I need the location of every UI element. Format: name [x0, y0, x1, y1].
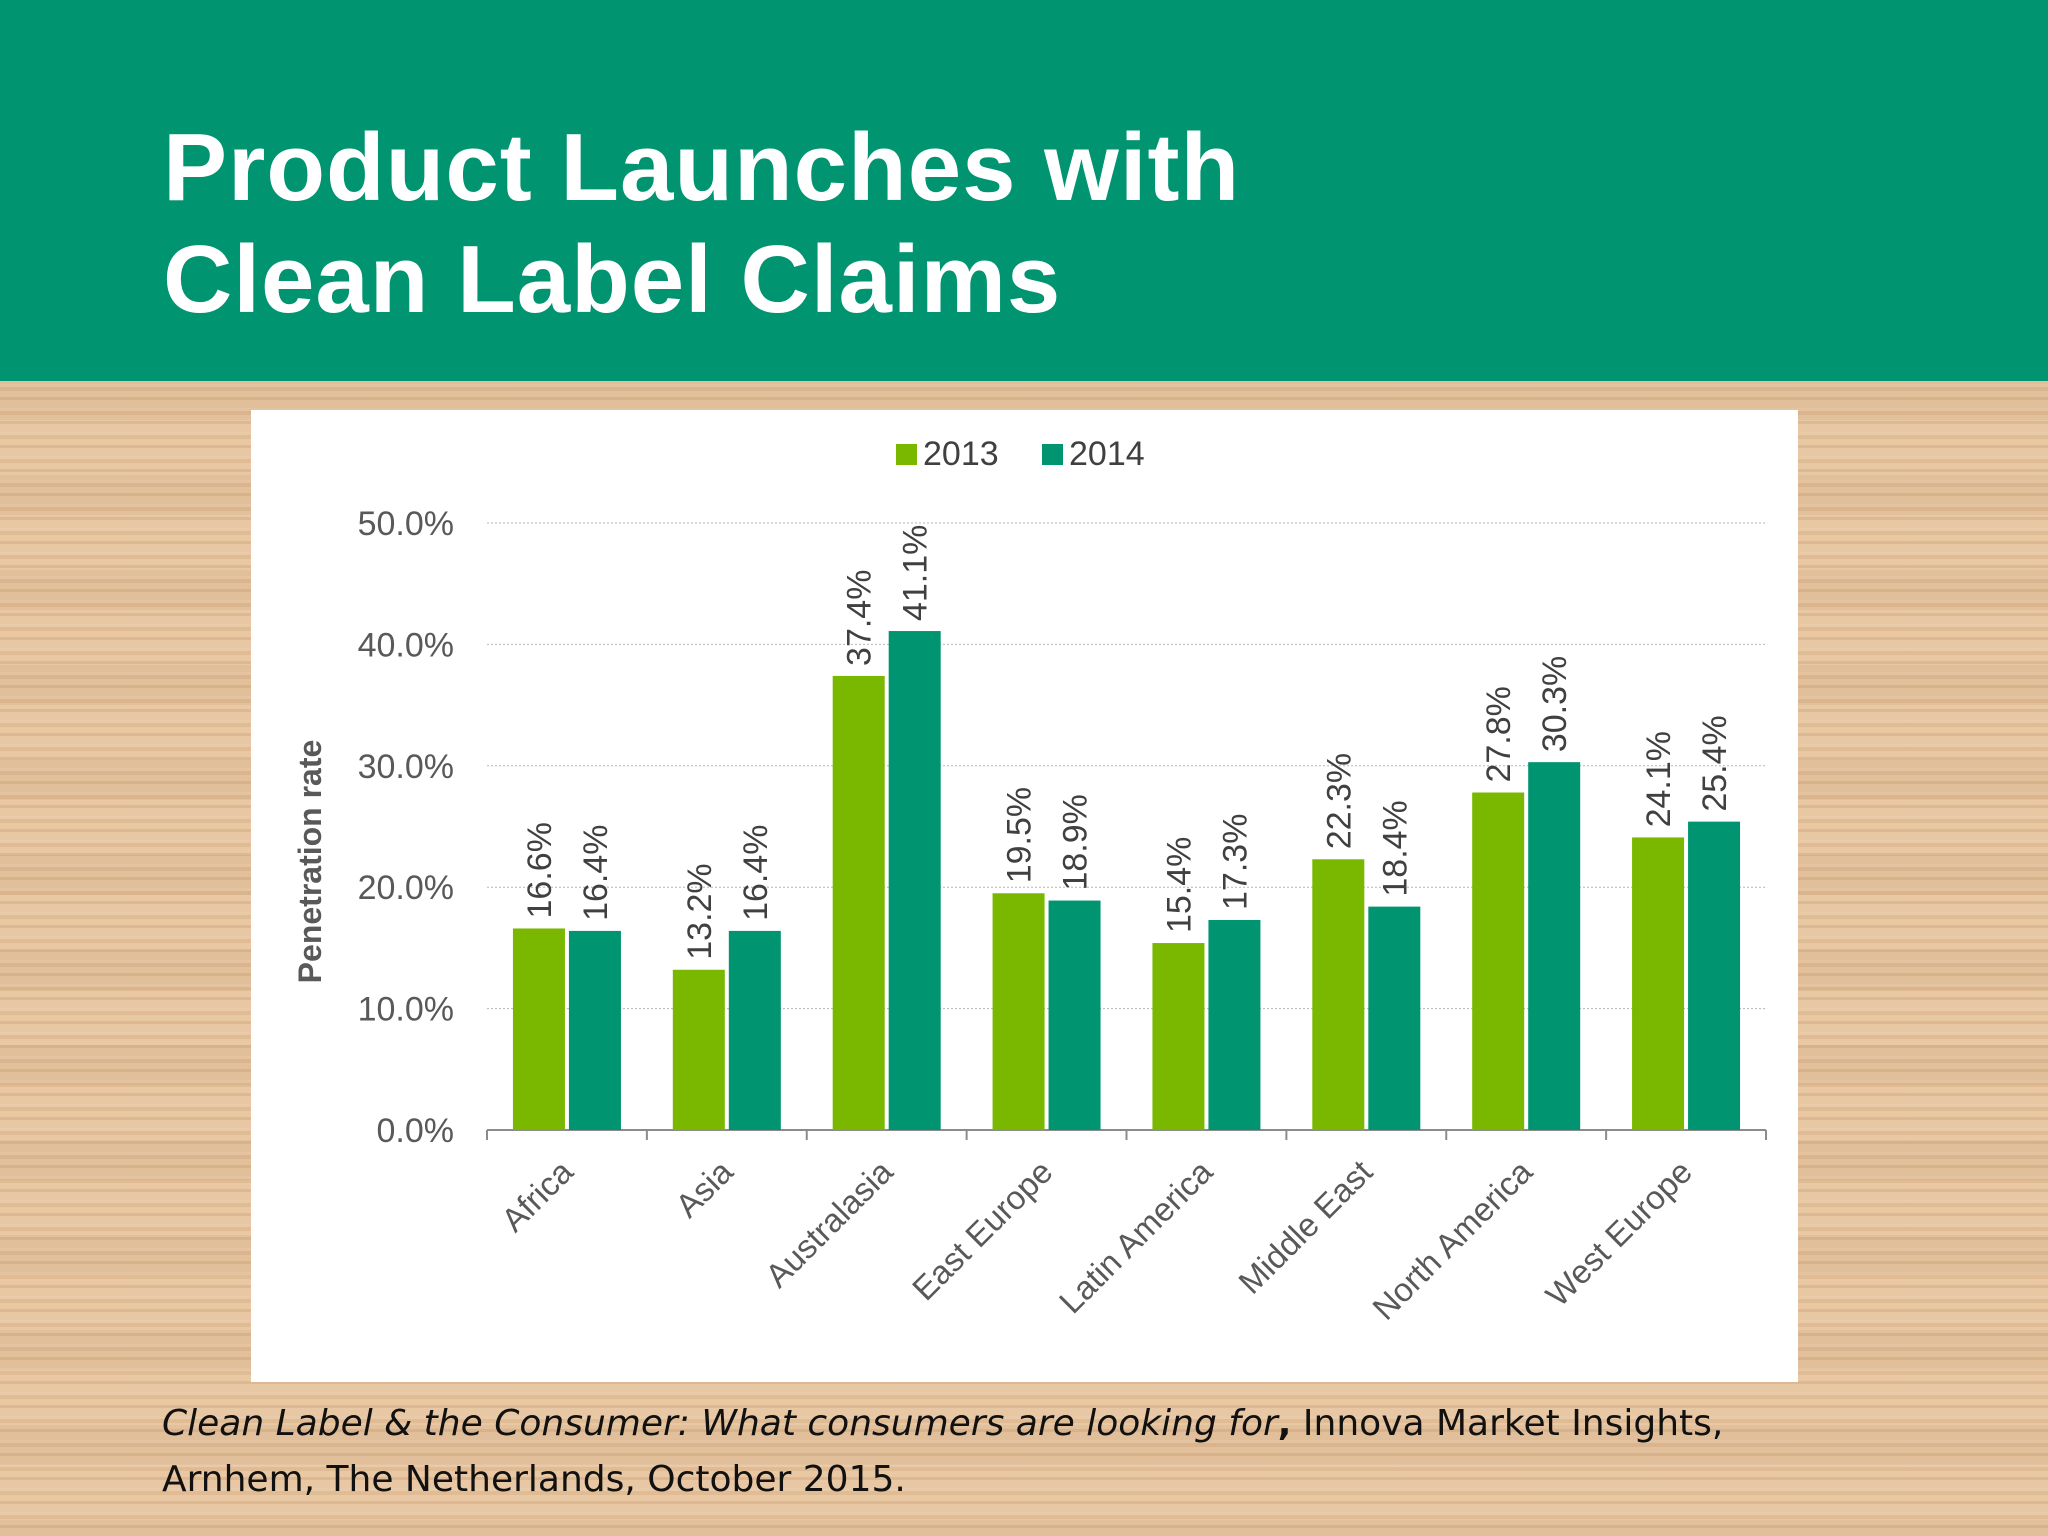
y-tick-label: 0.0% — [377, 1112, 455, 1150]
bar-2013-east-europe — [992, 893, 1045, 1130]
y-tick-label: 10.0% — [358, 991, 454, 1029]
title-banner: Product Launches with Clean Label Claims — [0, 0, 2048, 381]
bar-2013-middle-east — [1312, 859, 1365, 1130]
bar-2014-africa — [568, 930, 621, 1130]
data-label: 13.2% — [681, 863, 719, 959]
y-axis-label: Penetration rate — [292, 740, 328, 984]
slide-title: Product Launches with Clean Label Claims — [163, 112, 1240, 336]
y-tick-label: 20.0% — [358, 869, 454, 907]
source-title: Clean Label & the Consumer: What consume… — [162, 1403, 1278, 1444]
x-tick-label: East Europe — [905, 1153, 1060, 1308]
data-label: 16.6% — [521, 822, 559, 918]
y-tick-label: 50.0% — [358, 505, 454, 543]
data-label: 17.3% — [1216, 814, 1254, 910]
x-tick-label: Africa — [494, 1152, 580, 1238]
bar-2014-north-america — [1528, 762, 1581, 1130]
x-tick-label: North America — [1365, 1152, 1539, 1326]
x-tick-label: Middle East — [1231, 1153, 1379, 1301]
data-label: 19.5% — [1001, 787, 1039, 883]
legend-swatch-2013 — [896, 444, 917, 465]
data-label: 37.4% — [841, 570, 879, 666]
data-label: 16.4% — [577, 824, 615, 920]
bar-2014-east-europe — [1048, 900, 1101, 1130]
data-label: 24.1% — [1640, 731, 1678, 827]
data-label: 41.1% — [897, 525, 935, 621]
data-label: 18.4% — [1376, 800, 1414, 896]
bar-2013-australasia — [832, 675, 885, 1130]
y-tick-label: 40.0% — [358, 626, 454, 664]
data-label: 22.3% — [1320, 753, 1358, 849]
data-label: 16.4% — [737, 824, 775, 920]
bar-2013-latin-america — [1152, 943, 1205, 1130]
data-label: 18.9% — [1057, 794, 1095, 890]
bar-chart: 0.0% 10.0% 20.0% 30.0% 40.0% 50.0% Penetration… — [292, 435, 1767, 1327]
slide-title-line-1: Product Launches with — [163, 114, 1241, 221]
x-tick-label: Asia — [668, 1152, 740, 1224]
bar-2013-africa — [512, 928, 565, 1130]
data-label: 15.4% — [1160, 837, 1198, 933]
x-tick-label: Latin America — [1052, 1152, 1220, 1320]
bar-2014-middle-east — [1368, 906, 1421, 1130]
bar-2014-australasia — [888, 631, 941, 1130]
data-label: 25.4% — [1696, 715, 1734, 811]
source-publisher-line-1: Innova Market Insights, — [1291, 1403, 1724, 1444]
legend-label: 2013 — [923, 435, 999, 473]
chart-panel: 0.0% 10.0% 20.0% 30.0% 40.0% 50.0% Penetration… — [251, 410, 1798, 1382]
bar-2013-north-america — [1472, 792, 1525, 1130]
data-label: 27.8% — [1480, 686, 1518, 782]
bar-2014-west-europe — [1688, 821, 1741, 1130]
y-tick-label: 30.0% — [358, 748, 454, 786]
bar-2013-west-europe — [1632, 837, 1685, 1130]
source-publisher-line-2: Arnhem, The Netherlands, October 2015. — [162, 1459, 906, 1500]
legend-label: 2014 — [1069, 435, 1145, 473]
bar-2014-latin-america — [1208, 919, 1261, 1130]
x-tick-label: West Europe — [1538, 1153, 1699, 1314]
bar-2014-asia — [728, 930, 781, 1130]
x-tick-label: Australasia — [758, 1152, 900, 1294]
data-label: 30.3% — [1536, 656, 1574, 752]
legend-swatch-2014 — [1042, 444, 1063, 465]
source-separator: , — [1277, 1403, 1292, 1444]
bar-2013-asia — [672, 969, 725, 1130]
slide-title-line-2: Clean Label Claims — [163, 226, 1062, 333]
source-caption: Clean Label & the Consumer: What consume… — [162, 1396, 2002, 1508]
